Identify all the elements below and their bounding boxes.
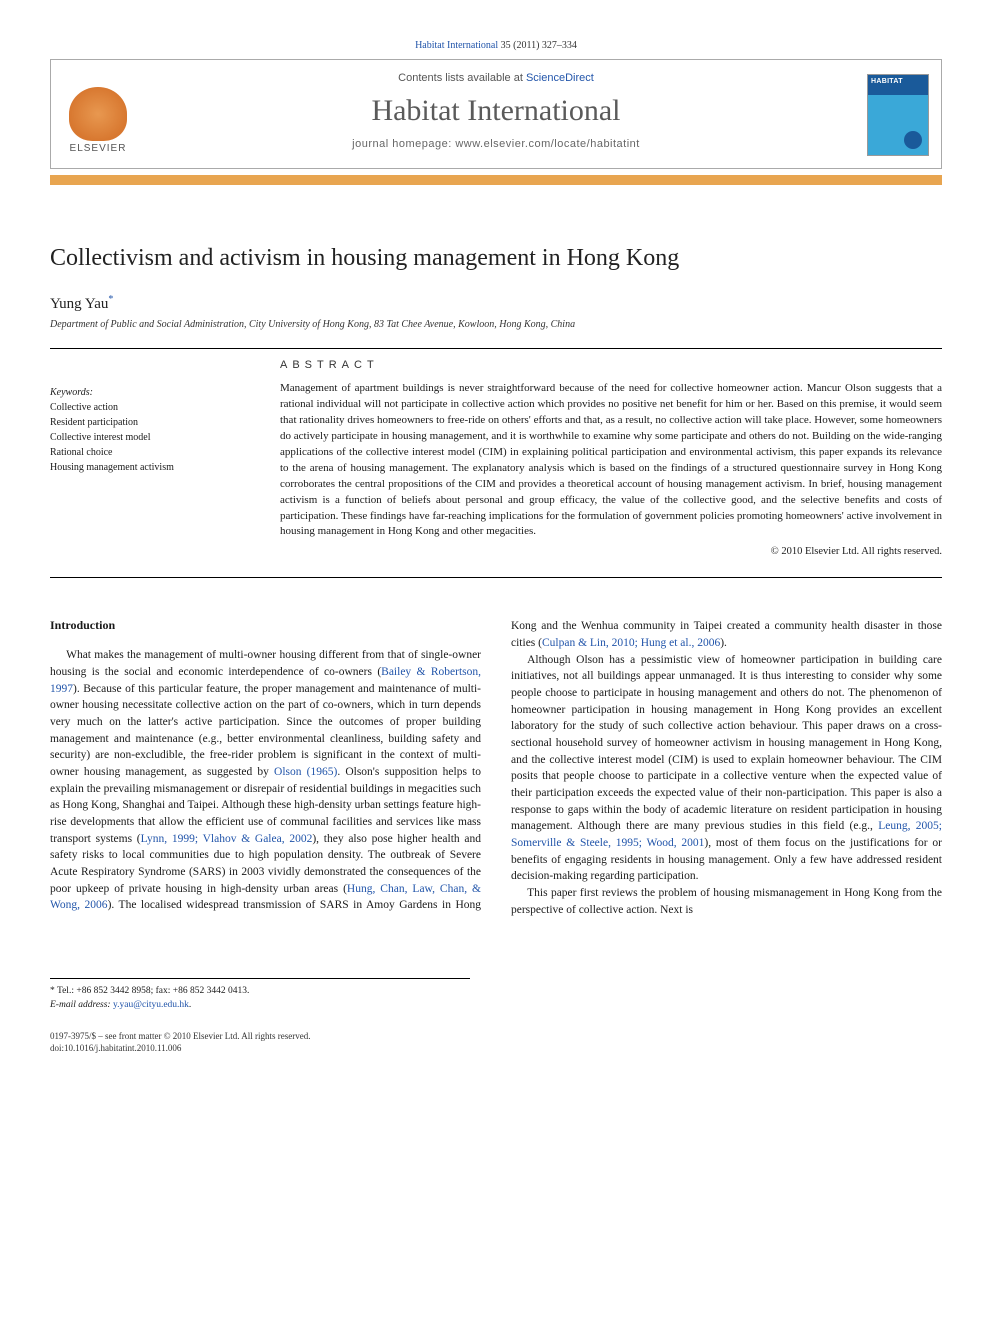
- accent-bar: [50, 175, 942, 185]
- cover-globe-icon: [904, 131, 922, 149]
- journal-cover-thumbnail[interactable]: HABITAT: [867, 74, 929, 156]
- keywords-column: Keywords: Collective action Resident par…: [50, 359, 250, 557]
- corr-tel: Tel.: +86 852 3442 8958; fax: +86 852 34…: [55, 986, 250, 996]
- cover-title: HABITAT: [868, 75, 928, 88]
- article-title: Collectivism and activism in housing man…: [50, 245, 942, 272]
- citation-link[interactable]: Olson (1965): [274, 766, 337, 778]
- journal-header-box: ELSEVIER HABITAT Contents lists availabl…: [50, 59, 942, 169]
- author-corr-marker[interactable]: *: [108, 294, 113, 305]
- elsevier-text: ELSEVIER: [70, 143, 127, 154]
- article-body: Introduction What makes the management o…: [50, 618, 942, 918]
- citation-link[interactable]: Culpan & Lin, 2010; Hung et al., 2006: [542, 637, 720, 649]
- abstract-section: Keywords: Collective action Resident par…: [50, 359, 942, 557]
- body-paragraph: This paper first reviews the problem of …: [511, 885, 942, 918]
- body-text: ).: [720, 637, 727, 649]
- keyword-item: Resident participation: [50, 415, 250, 430]
- journal-title: Habitat International: [51, 94, 941, 128]
- author-text: Yung Yau: [50, 296, 108, 312]
- sciencedirect-link[interactable]: ScienceDirect: [526, 72, 594, 84]
- citation-volpages: 35 (2011) 327–334: [498, 40, 577, 51]
- abstract-column: ABSTRACT Management of apartment buildin…: [280, 359, 942, 557]
- footnote-block: * Tel.: +86 852 3442 8958; fax: +86 852 …: [50, 978, 470, 1054]
- abstract-header: ABSTRACT: [280, 359, 942, 371]
- author-affiliation: Department of Public and Social Administ…: [50, 319, 942, 330]
- author-email-link[interactable]: y.yau@cityu.edu.hk: [113, 1000, 189, 1010]
- keyword-item: Collective action: [50, 400, 250, 415]
- citation-link[interactable]: Lynn, 1999; Vlahov & Galea, 2002: [141, 833, 313, 845]
- elsevier-tree-icon: [69, 87, 127, 141]
- corresponding-author-note: * Tel.: +86 852 3442 8958; fax: +86 852 …: [50, 985, 470, 998]
- abstract-text: Management of apartment buildings is nev…: [280, 381, 942, 540]
- keyword-item: Collective interest model: [50, 430, 250, 445]
- citation-line: Habitat International 35 (2011) 327–334: [50, 40, 942, 51]
- section-header-introduction: Introduction: [50, 618, 481, 633]
- homepage-url: www.elsevier.com/locate/habitatint: [455, 138, 640, 150]
- body-text: ). Because of this particular feature, t…: [50, 683, 481, 778]
- doi-line: doi:10.1016/j.habitatint.2010.11.006: [50, 1042, 470, 1054]
- contents-available-line: Contents lists available at ScienceDirec…: [51, 72, 941, 84]
- keywords-header: Keywords:: [50, 387, 250, 398]
- body-text: Although Olson has a pessimistic view of…: [511, 654, 942, 833]
- email-line: E-mail address: y.yau@cityu.edu.hk.: [50, 999, 470, 1012]
- keyword-item: Rational choice: [50, 445, 250, 460]
- keyword-item: Housing management activism: [50, 460, 250, 475]
- publication-footer: 0197-3975/$ – see front matter © 2010 El…: [50, 1030, 470, 1054]
- elsevier-logo[interactable]: ELSEVIER: [63, 78, 133, 154]
- contents-prefix: Contents lists available at: [398, 72, 526, 84]
- body-text: This paper first reviews the problem of …: [511, 887, 942, 916]
- body-paragraph: Although Olson has a pessimistic view of…: [511, 652, 942, 885]
- journal-homepage-line: journal homepage: www.elsevier.com/locat…: [51, 138, 941, 150]
- email-label: E-mail address:: [50, 1000, 113, 1010]
- abstract-copyright: © 2010 Elsevier Ltd. All rights reserved…: [280, 546, 942, 557]
- divider-top: [50, 348, 942, 349]
- citation-journal-link[interactable]: Habitat International: [415, 40, 498, 51]
- divider-bottom: [50, 577, 942, 578]
- homepage-prefix: journal homepage:: [352, 138, 455, 150]
- issn-line: 0197-3975/$ – see front matter © 2010 El…: [50, 1030, 470, 1042]
- author-name: Yung Yau*: [50, 294, 942, 313]
